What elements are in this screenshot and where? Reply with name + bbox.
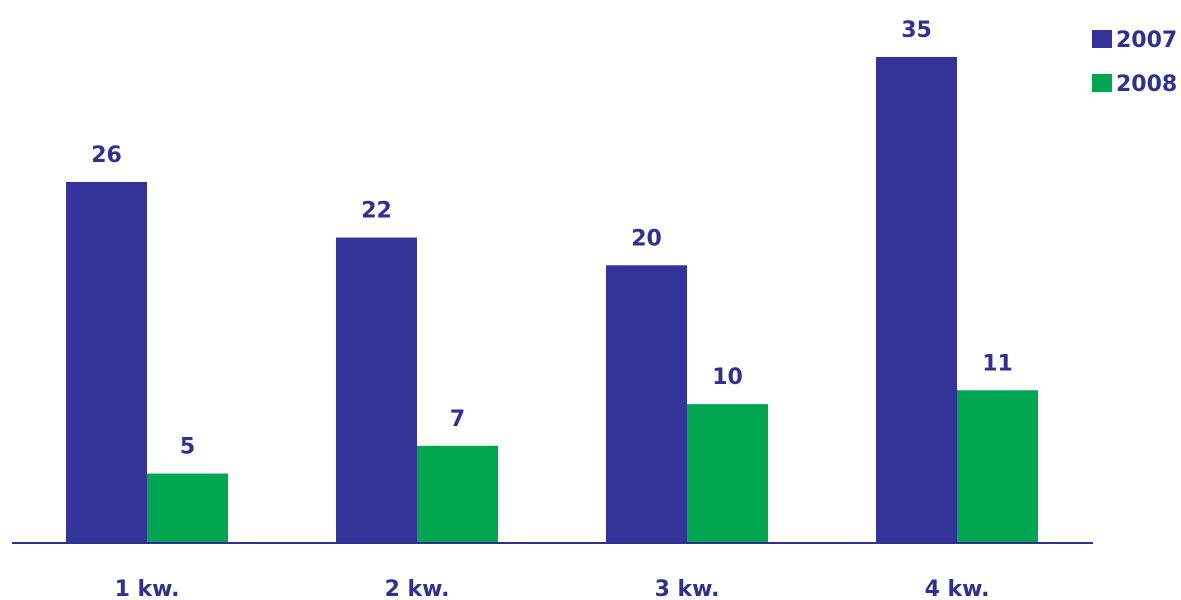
bars-layer [66, 57, 1038, 543]
legend-label-2007: 2007 [1116, 28, 1177, 53]
x-tick-label-3: 3 kw. [655, 577, 720, 600]
bar-2007-4 [876, 57, 957, 543]
bar-2007-2 [336, 237, 417, 543]
x-tick-label-2: 2 kw. [385, 577, 450, 600]
value-label-2007-1: 26 [91, 143, 122, 168]
legend-label-2008: 2008 [1116, 72, 1177, 97]
x-tick-label-4: 4 kw. [925, 577, 990, 600]
value-label-2008-4: 11 [982, 351, 1013, 376]
value-label-2008-2: 7 [450, 407, 465, 432]
value-label-2007-2: 22 [361, 199, 392, 224]
bar-2008-1 [147, 473, 228, 543]
bar-2007-1 [66, 181, 147, 543]
bar-2007-3 [606, 265, 687, 543]
value-labels-layer: 26 5 22 7 20 10 35 11 [91, 18, 1013, 460]
legend-swatch-2007 [1092, 30, 1112, 48]
value-label-2008-3: 10 [712, 365, 743, 390]
x-tick-labels: 1 kw. 2 kw. 3 kw. 4 kw. [115, 577, 990, 600]
x-tick-label-1: 1 kw. [115, 577, 180, 600]
legend-swatch-2008 [1092, 74, 1112, 92]
value-label-2008-1: 5 [180, 435, 195, 460]
bar-2008-2 [417, 445, 498, 543]
bar-2008-3 [687, 404, 768, 543]
bar-2008-4 [957, 390, 1038, 543]
value-label-2007-3: 20 [631, 226, 662, 251]
value-label-2007-4: 35 [901, 18, 932, 43]
legend: 2007 2008 [1092, 28, 1177, 97]
